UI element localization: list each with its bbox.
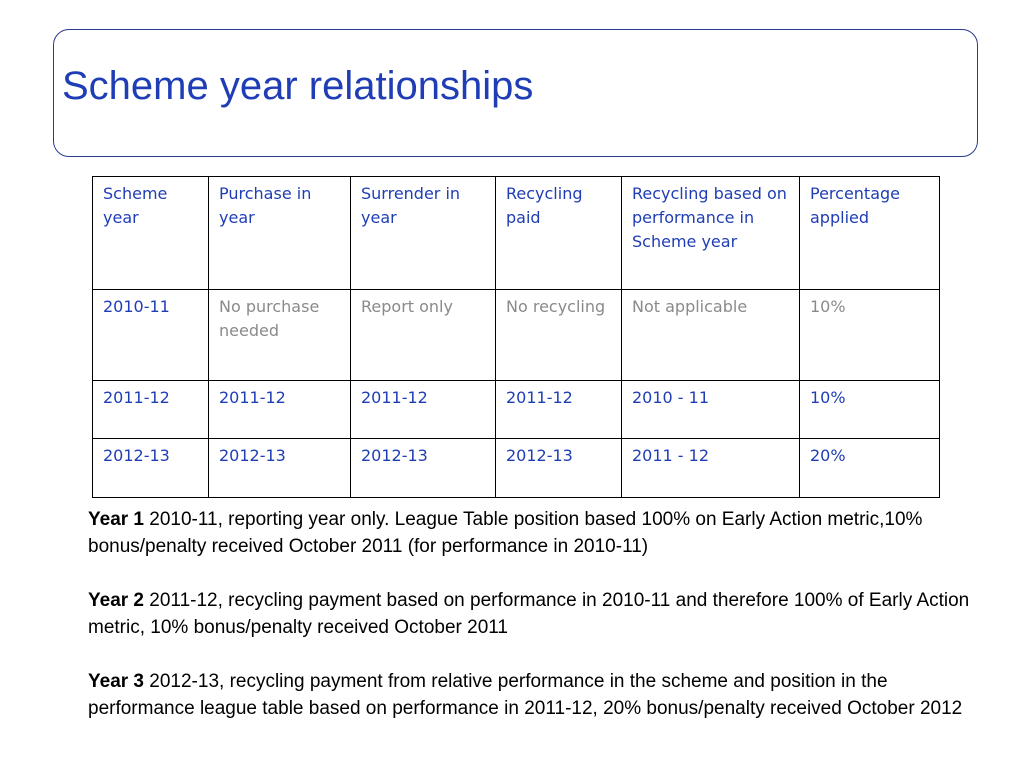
table-header-row: Scheme year Purchase in year Surrender i… [92,176,940,290]
header-recycling-based-on-performance: Recycling based on performance in Scheme… [621,176,800,290]
table-cell: 10% [799,380,940,439]
year-note-label: Year 1 [88,509,144,530]
year-note: Year 3 2012-13, recycling payment from r… [88,668,988,722]
table-cell: 2011-12 [350,380,496,439]
header-purchase-in-year: Purchase in year [208,176,351,290]
table-cell: 2011 - 12 [621,438,800,498]
scheme-year-table: Scheme year Purchase in year Surrender i… [92,176,940,498]
year-notes: Year 1 2010-11, reporting year only. Lea… [88,506,988,749]
table-cell: 2010-11 [92,289,209,381]
table-cell: 20% [799,438,940,498]
table-row: 2011-12 2011-12 2011-12 2011-12 2010 - 1… [92,380,940,439]
table-cell: No recycling [495,289,622,381]
year-note: Year 2 2011-12, recycling payment based … [88,587,988,641]
table-cell: 2010 - 11 [621,380,800,439]
year-note-text: 2011-12, recycling payment based on perf… [88,590,970,638]
table-cell: Not applicable [621,289,800,381]
page-title: Scheme year relationships [62,64,534,108]
table-row: 2012-13 2012-13 2012-13 2012-13 2011 - 1… [92,438,940,498]
year-note-text: 2012-13, recycling payment from relative… [88,671,963,719]
year-note-label: Year 2 [88,590,144,611]
year-note-text: 2010-11, reporting year only. League Tab… [88,509,923,557]
table-cell: 2012-13 [92,438,209,498]
table-cell: Report only [350,289,496,381]
header-percentage-applied: Percentage applied [799,176,940,290]
year-note: Year 1 2010-11, reporting year only. Lea… [88,506,988,560]
header-scheme-year: Scheme year [92,176,209,290]
table-cell: 2011-12 [92,380,209,439]
table-row: 2010-11 No purchase needed Report only N… [92,289,940,381]
year-note-label: Year 3 [88,671,144,692]
header-recycling-paid: Recycling paid [495,176,622,290]
table-cell: 2012-13 [350,438,496,498]
header-surrender-in-year: Surrender in year [350,176,496,290]
title-frame [53,29,978,157]
table-cell: 2011-12 [208,380,351,439]
table-cell: 2012-13 [208,438,351,498]
table-cell: 2012-13 [495,438,622,498]
table-cell: No purchase needed [208,289,351,381]
table-cell: 2011-12 [495,380,622,439]
table-cell: 10% [799,289,940,381]
